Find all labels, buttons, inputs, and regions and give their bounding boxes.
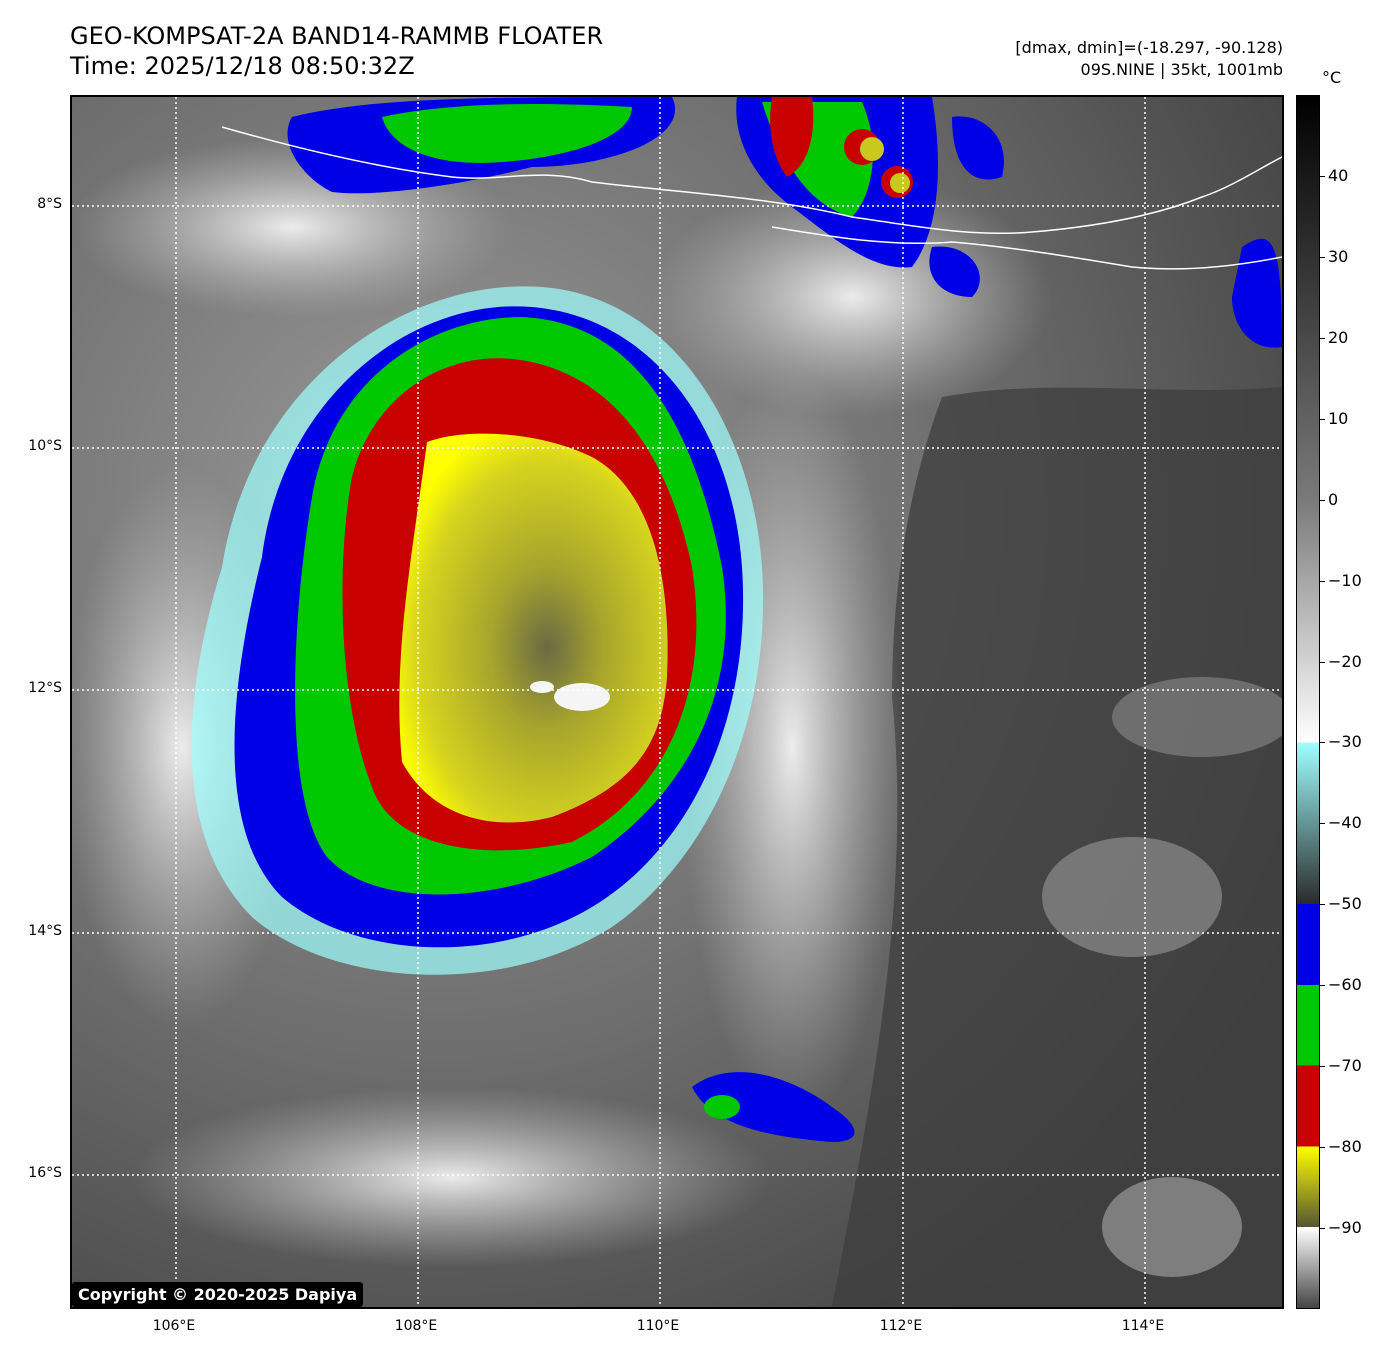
convection-south-blue xyxy=(692,1072,855,1142)
storm-info-label: 09S.NINE | 35kt, 1001mb xyxy=(1080,60,1283,79)
colorbar-tick-label: −90 xyxy=(1328,1218,1362,1238)
colorbar-tick-mark xyxy=(1320,1228,1325,1230)
lon-label-114e: 114°E xyxy=(1121,1318,1165,1334)
colorbar-tick-mark xyxy=(1320,256,1325,258)
colorbar-tick-label: −70 xyxy=(1328,1056,1362,1076)
lon-label-110e: 110°E xyxy=(636,1318,680,1334)
lat-label-8s: 8°S xyxy=(37,196,62,212)
colorbar-tick-mark xyxy=(1320,742,1325,744)
copyright-label: Copyright © 2020-2025 Dapiya xyxy=(72,1282,364,1307)
colorbar-tick-label: −50 xyxy=(1328,894,1362,914)
colorbar-tick-label: −20 xyxy=(1328,651,1362,671)
cloud-top-yellow xyxy=(399,433,668,823)
gridlines xyxy=(72,97,1282,1307)
colorbar-tick-mark xyxy=(1320,823,1325,825)
colorbar-tick-mark xyxy=(1320,904,1325,906)
colorbar-tick-mark xyxy=(1320,580,1325,582)
colorbar-tick-mark xyxy=(1320,661,1325,663)
colorbar-tick-mark xyxy=(1320,1066,1325,1068)
colorbar-tick-label: −60 xyxy=(1328,975,1362,995)
colorbar-tick-label: 40 xyxy=(1328,165,1349,185)
colorbar-tick-mark xyxy=(1320,418,1325,420)
lon-label-108e: 108°E xyxy=(394,1318,438,1334)
temperature-colorbar xyxy=(1296,95,1320,1309)
colorbar-tick-label: 0 xyxy=(1328,489,1339,509)
overshooting-top xyxy=(554,683,610,711)
colorbar-tick-label: 10 xyxy=(1328,408,1349,428)
satellite-map xyxy=(70,95,1284,1309)
lon-label-106e: 106°E xyxy=(152,1318,196,1334)
colorbar-tick-label: 30 xyxy=(1328,246,1349,266)
lat-label-16s: 16°S xyxy=(28,1165,62,1181)
colorbar-tick-label: −10 xyxy=(1328,570,1362,590)
coastline xyxy=(221,126,1282,235)
lon-label-112e: 112°E xyxy=(879,1318,923,1334)
colorbar-tick-label: 20 xyxy=(1328,327,1349,347)
colorbar-tick-mark xyxy=(1320,1147,1325,1149)
colorbar-tick-mark xyxy=(1320,175,1325,177)
colorbar-tick-label: −30 xyxy=(1328,732,1362,752)
colorbar-tick-mark xyxy=(1320,985,1325,987)
lat-label-10s: 10°S xyxy=(28,438,62,454)
colorbar-tick-mark xyxy=(1320,337,1325,339)
colorbar-tick-label: −40 xyxy=(1328,813,1362,833)
colorbar-unit: °C xyxy=(1322,68,1342,87)
figure-title: GEO-KOMPSAT-2A BAND14-RAMMB FLOATER xyxy=(70,22,604,50)
clear-sky-region xyxy=(832,387,1282,1307)
colorbar-tick-label: −80 xyxy=(1328,1137,1362,1157)
colorbar-tick-mark xyxy=(1320,499,1325,501)
lat-label-12s: 12°S xyxy=(28,680,62,696)
lat-label-14s: 14°S xyxy=(28,923,62,939)
observation-time: Time: 2025/12/18 08:50:32Z xyxy=(70,52,415,80)
infrared-imagery xyxy=(72,97,1282,1307)
data-range-label: [dmax, dmin]=(-18.297, -90.128) xyxy=(1015,38,1283,57)
